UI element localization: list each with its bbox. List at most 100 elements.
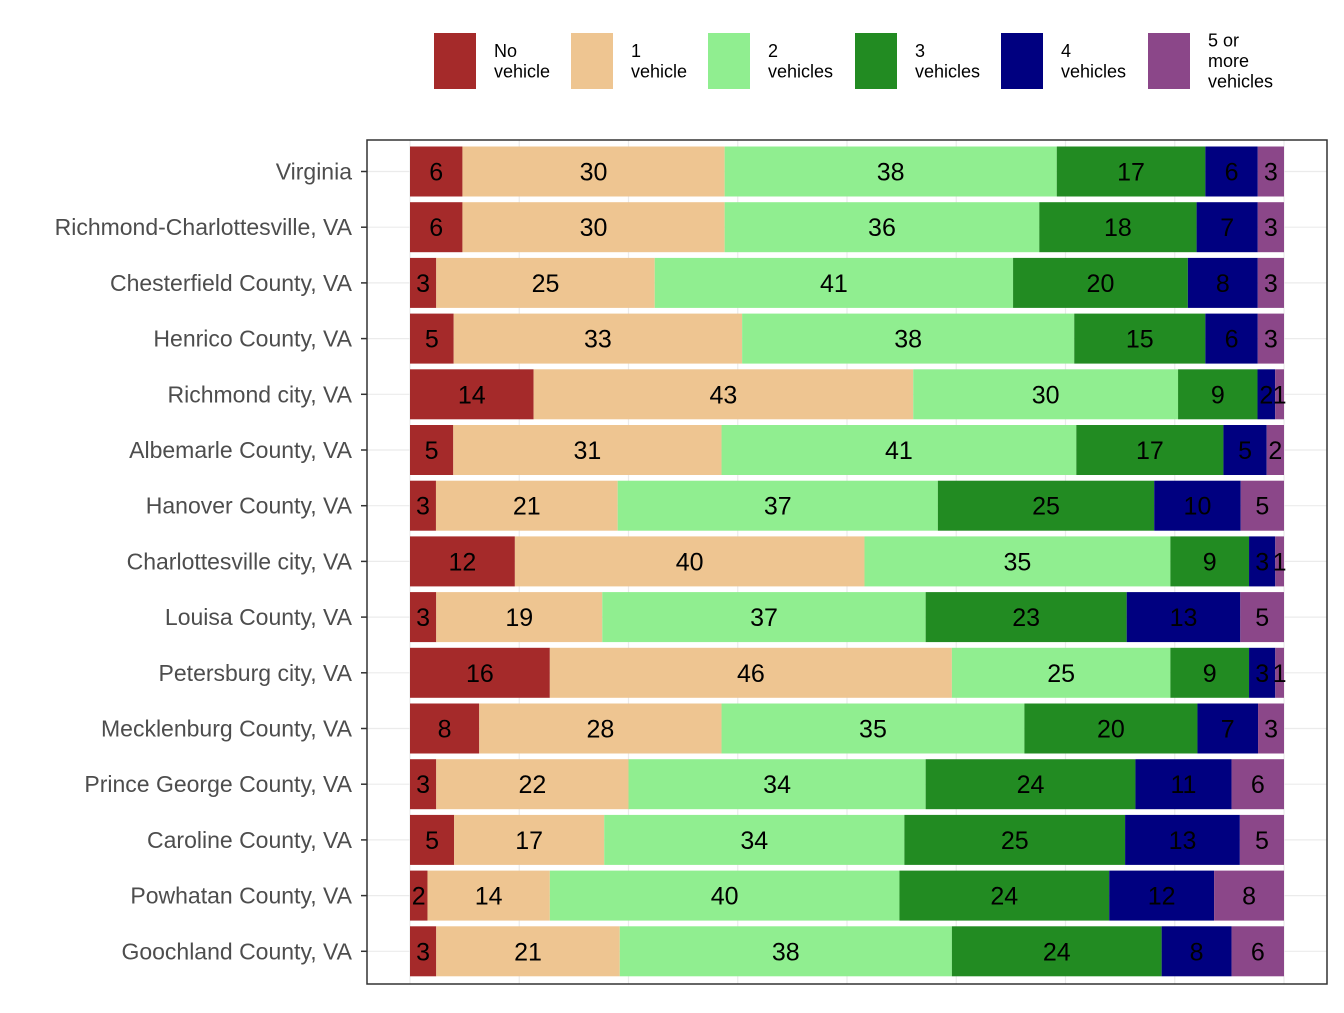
data-label: 30 [580, 159, 608, 187]
data-label: 3 [416, 938, 430, 966]
bar-segment [514, 536, 865, 587]
data-label: 2 [412, 883, 426, 911]
bars [410, 146, 1284, 977]
data-label: 5 [1255, 604, 1269, 632]
legend-key [1148, 33, 1190, 89]
bar-segment [1178, 369, 1258, 420]
data-label: 1 [1273, 660, 1287, 688]
data-label: 38 [772, 938, 800, 966]
data-label: 41 [885, 437, 913, 465]
data-label: 13 [1170, 604, 1198, 632]
data-label: 24 [990, 883, 1018, 911]
data-label: 40 [676, 548, 704, 576]
bar-segment [410, 814, 455, 865]
bar-segment [724, 202, 1040, 253]
y-tick-label: Henrico County, VA [153, 326, 352, 352]
bar-segment [462, 202, 725, 253]
bar-segment [1275, 536, 1284, 587]
data-label: 6 [1251, 938, 1265, 966]
legend-label: 3 vehicles [915, 41, 980, 82]
y-tick-label: Charlottesville city, VA [127, 548, 353, 574]
bar-segment [1257, 313, 1284, 364]
data-label: 12 [449, 548, 477, 576]
bar-segment [1257, 257, 1284, 308]
legend-label: 5 or more vehicles [1208, 31, 1273, 92]
data-label: 3 [416, 270, 430, 298]
bar-segment [427, 870, 550, 921]
data-label: 34 [763, 771, 791, 799]
bar-segment [937, 480, 1155, 531]
legend: No vehicle 1 vehicle 2 vehicles 3 vehicles 4 vehi… [434, 31, 1273, 92]
bar-segment [410, 369, 534, 420]
bar-segment [436, 257, 655, 308]
bar-segment [925, 759, 1136, 810]
data-label: 24 [1017, 771, 1045, 799]
bar-segment [721, 425, 1077, 475]
bar-segment [1039, 202, 1197, 253]
bar-segment [533, 369, 914, 420]
data-label: 10 [1184, 493, 1212, 521]
bar-segment [1249, 536, 1276, 587]
data-label: 8 [1190, 938, 1204, 966]
bar-segment [1074, 313, 1206, 364]
data-label: 15 [1126, 326, 1154, 354]
bar-segment [1275, 647, 1284, 698]
data-label: 41 [820, 270, 848, 298]
data-label: 17 [1117, 159, 1145, 187]
bar-segment [410, 257, 437, 308]
data-label: 38 [877, 159, 905, 187]
bar-segment [549, 870, 900, 921]
y-tick-label: Mecklenburg County, VA [101, 716, 353, 742]
data-label: 25 [1001, 827, 1029, 855]
data-label: 19 [505, 604, 533, 632]
bar-segment [1197, 703, 1259, 754]
y-axis: Virginia Richmond-Charlottesville, VA Ches… [55, 159, 367, 964]
bar-segment [1231, 759, 1284, 810]
bar-segment [721, 703, 1025, 754]
bar-segment [1249, 647, 1276, 698]
bar-segment [1187, 257, 1258, 308]
data-label: 14 [475, 883, 503, 911]
data-label: 43 [709, 381, 737, 409]
bar-segment [899, 870, 1110, 921]
y-tick-label: Petersburg city, VA [159, 660, 353, 686]
bar-segment [1135, 759, 1232, 810]
bar-segment [951, 647, 1171, 698]
data-label: 3 [1264, 214, 1278, 242]
legend-key [1001, 33, 1043, 89]
legend-key [571, 33, 613, 89]
bar-segment [602, 592, 926, 643]
bar-segment [1239, 814, 1284, 865]
y-tick-label: Powhatan County, VA [130, 883, 352, 909]
data-label: 12 [1148, 883, 1176, 911]
data-label: 38 [894, 326, 922, 354]
data-label: 8 [438, 716, 452, 744]
data-label: 36 [868, 214, 896, 242]
bar-segment [1240, 592, 1284, 643]
bar-segment [1275, 369, 1284, 420]
data-label: 5 [425, 437, 439, 465]
data-label: 6 [429, 159, 443, 187]
bar-segment [479, 703, 722, 754]
data-label: 3 [1264, 716, 1278, 744]
bar-segment [1205, 313, 1258, 364]
bar-segment [1076, 425, 1224, 475]
bar-segment [1170, 536, 1250, 587]
data-label: 8 [1216, 270, 1230, 298]
bar-segment [1170, 647, 1250, 698]
legend-key [434, 33, 476, 89]
data-label: 11 [1171, 771, 1197, 799]
data-label: 21 [513, 493, 541, 521]
data-label: 13 [1169, 827, 1197, 855]
data-label: 35 [1004, 548, 1032, 576]
bar-segment [1257, 202, 1284, 253]
bar-segment [410, 146, 463, 197]
bar-segment [436, 592, 603, 643]
bar-segment [453, 425, 722, 475]
data-label: 21 [514, 938, 542, 966]
bar-segment [435, 480, 618, 531]
data-label: 3 [1264, 270, 1278, 298]
data-label: 46 [737, 660, 765, 688]
data-label: 3 [1255, 548, 1269, 576]
